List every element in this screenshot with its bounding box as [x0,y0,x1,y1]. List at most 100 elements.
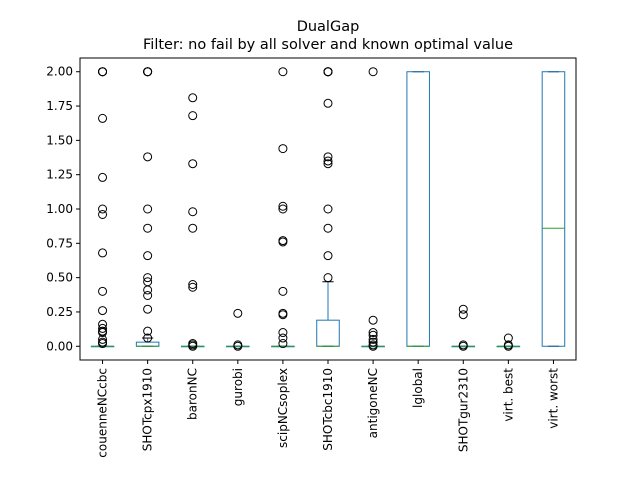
x-tick-label: virt. worst [546,368,560,429]
x-tick-label: virt. best [501,368,515,422]
outlier-point [458,310,468,320]
x-tick-label: baronNC [186,368,200,420]
outlier-point [323,273,333,283]
outlier-point [188,111,198,121]
box-lglobal [406,71,430,347]
outlier-point [98,172,108,182]
outlier-point [98,204,108,214]
y-tick-label: 0.50 [46,271,73,285]
outlier-point [368,341,378,351]
box-SHOTcpx1910 [135,67,160,347]
outlier-point [323,98,333,108]
x-tick-label: couenneNCcbc [96,368,110,458]
outlier-point [188,282,198,292]
outlier-point [278,144,288,154]
outlier-point [278,328,288,338]
outlier-point [188,207,198,217]
outlier-point [458,304,468,314]
outlier-point [188,223,198,233]
outlier-point [323,156,333,166]
box-couenneNCcbc [90,67,115,349]
outlier-point [323,204,333,214]
outlier-point [188,159,198,169]
outlier-point [188,341,198,351]
chart-title: DualGap [297,19,360,35]
x-tick-label: SHOTcpx1910 [141,368,155,451]
outlier-point [278,339,288,349]
x-tick-label: SHOTcbc1910 [321,368,335,451]
outlier-point [233,308,243,318]
outlier-point [278,237,288,247]
outlier-point [278,286,288,296]
outlier-point [143,67,153,77]
plot-area [90,67,566,351]
x-axis: couenneNCcbc SHOTcpx1910 baronNC gurobi scip… [96,360,560,458]
outlier-point [143,285,153,295]
y-tick-label: 2.00 [46,65,73,79]
box-virt. worst [541,71,566,347]
outlier-point [278,333,288,343]
outlier-point [98,334,108,344]
outlier-point [143,304,153,314]
box-gurobi [226,308,250,351]
outlier-point [323,67,333,77]
outlier-point [98,113,108,123]
outlier-point [323,159,333,169]
y-tick-label: 1.50 [46,133,73,147]
outlier-point [143,290,153,300]
iqr-box [406,71,430,347]
outlier-point [323,152,333,162]
outlier-point [368,67,378,77]
outlier-point [233,341,243,351]
outlier-point [98,339,108,349]
outlier-point [143,333,153,343]
box-SHOTcbc1910 [316,67,340,347]
outlier-point [143,326,153,336]
outlier-point [368,328,378,338]
box-SHOTgur2310 [451,304,476,351]
y-tick-label: 0.00 [46,339,73,353]
outlier-point [458,341,468,351]
outlier-point [323,251,333,261]
outlier-point [278,67,288,77]
outlier-point [98,286,108,296]
outlier-point [98,248,108,258]
box-virt. best [496,333,521,351]
outlier-point [98,306,108,316]
outlier-point [98,67,108,77]
outlier-point [143,273,153,283]
y-tick-label: 1.00 [46,202,73,216]
iqr-box [316,319,340,347]
outlier-point [143,223,153,233]
outlier-point [143,251,153,261]
outlier-point [278,310,288,320]
x-tick-label: gurobi [231,368,245,406]
x-tick-label: scipNCsoplex [276,368,290,448]
y-tick-label: 1.75 [46,99,73,113]
box-scipNCsoplex [271,67,295,349]
x-tick-label: SHOTgur2310 [456,368,470,452]
outlier-point [188,280,198,289]
outlier-point [98,209,108,219]
outlier-point [143,152,153,162]
outlier-point [368,337,378,347]
x-tick-label: lglobal [411,368,425,408]
outlier-point [368,334,378,344]
outlier-point [98,323,108,333]
iqr-box [135,341,160,347]
chart-subtitle: Filter: no fail by all solver and known … [143,37,513,53]
outlier-point [278,204,288,214]
x-tick-label: antigoneNC [366,368,380,438]
outlier-point [98,328,108,338]
outlier-point [143,204,153,214]
y-tick-label: 0.25 [46,305,73,319]
box-baronNC [180,93,205,351]
box-antigoneNC [361,67,385,351]
y-tick-label: 1.25 [46,168,73,182]
outlier-point [368,330,378,340]
y-tick-label: 0.75 [46,236,73,250]
outlier-point [323,223,333,233]
y-axis: 0.00 0.25 0.50 0.75 1.00 1.25 1.50 1.75 2.00 [46,65,80,353]
outlier-point [503,341,513,351]
